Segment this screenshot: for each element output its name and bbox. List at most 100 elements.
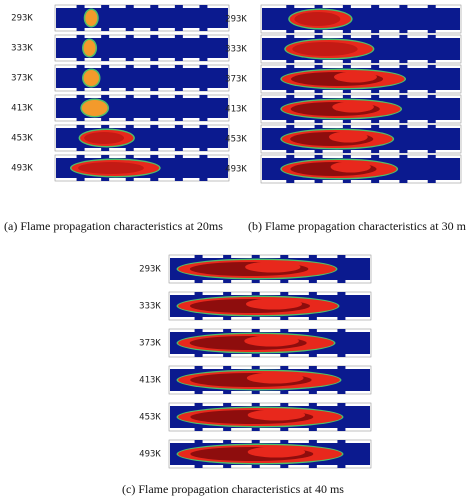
notch <box>286 30 295 33</box>
notch <box>286 180 295 183</box>
flame-core <box>247 409 306 421</box>
notch <box>337 280 346 283</box>
notch <box>427 90 436 93</box>
flame <box>83 70 99 86</box>
caption: (c) Flame propagation characteristics at… <box>122 482 344 496</box>
notch <box>286 120 295 123</box>
simulation-frame <box>260 64 462 94</box>
temperature-label: 293K <box>225 15 247 25</box>
notch <box>76 118 85 121</box>
notch <box>427 65 436 68</box>
notch <box>125 58 134 61</box>
simulation-frame <box>168 402 372 432</box>
notch <box>399 60 408 63</box>
notch <box>314 5 323 8</box>
flame-core <box>246 298 302 310</box>
notch <box>101 35 110 38</box>
notch <box>76 148 85 151</box>
notch <box>194 403 203 406</box>
notch <box>125 35 134 38</box>
notch <box>251 366 260 369</box>
notch <box>101 95 110 98</box>
notch <box>223 465 232 468</box>
notch <box>199 118 208 121</box>
notch <box>194 329 203 332</box>
flame-core <box>294 12 341 26</box>
notch <box>314 125 323 128</box>
temperature-label: 293K <box>139 265 161 275</box>
notch <box>150 118 159 121</box>
notch <box>314 180 323 183</box>
flame-core <box>247 446 306 458</box>
notch <box>286 35 295 38</box>
notch <box>76 5 85 8</box>
domain <box>56 68 228 88</box>
notch <box>371 120 380 123</box>
notch <box>251 354 260 357</box>
notch <box>399 90 408 93</box>
notch <box>280 403 289 406</box>
notch <box>314 95 323 98</box>
temperature-label: 453K <box>11 134 33 144</box>
notch <box>76 58 85 61</box>
notch <box>251 329 260 332</box>
notch <box>427 120 436 123</box>
notch <box>194 317 203 320</box>
caption: (a) Flame propagation characteristics at… <box>4 219 223 233</box>
notch <box>399 180 408 183</box>
simulation-frame <box>168 365 372 395</box>
simulation-frame <box>260 4 462 34</box>
notch <box>342 125 351 128</box>
notch <box>399 5 408 8</box>
temperature-label: 413K <box>225 105 247 115</box>
flame-core <box>84 132 125 144</box>
notch <box>342 35 351 38</box>
notch <box>174 65 183 68</box>
notch <box>101 65 110 68</box>
notch <box>101 155 110 158</box>
notch <box>251 391 260 394</box>
notch <box>280 292 289 295</box>
notch <box>150 125 159 128</box>
notch <box>223 255 232 258</box>
notch <box>280 280 289 283</box>
notch <box>427 180 436 183</box>
simulation-frame <box>54 34 230 62</box>
notch <box>194 292 203 295</box>
notch <box>371 95 380 98</box>
notch <box>194 465 203 468</box>
notch <box>427 150 436 153</box>
domain <box>56 8 228 28</box>
notch <box>337 255 346 258</box>
notch <box>194 354 203 357</box>
temperature-label: 453K <box>225 135 247 145</box>
flame-core <box>78 162 144 174</box>
notch <box>101 58 110 61</box>
temperature-label: 293K <box>11 14 33 24</box>
notch <box>399 35 408 38</box>
notch <box>314 65 323 68</box>
notch <box>199 178 208 181</box>
simulation-frame <box>260 124 462 154</box>
notch <box>101 118 110 121</box>
temperature-label: 493K <box>11 164 33 174</box>
notch <box>286 5 295 8</box>
notch <box>199 58 208 61</box>
notch <box>251 280 260 283</box>
notch <box>125 28 134 31</box>
simulation-frame <box>260 34 462 64</box>
notch <box>251 255 260 258</box>
notch <box>308 354 317 357</box>
temperature-label: 373K <box>139 339 161 349</box>
notch <box>174 118 183 121</box>
notch <box>76 65 85 68</box>
notch <box>150 155 159 158</box>
notch <box>337 440 346 443</box>
notch <box>194 440 203 443</box>
notch <box>76 125 85 128</box>
notch <box>371 180 380 183</box>
notch <box>174 125 183 128</box>
temperature-label: 373K <box>225 75 247 85</box>
notch <box>371 5 380 8</box>
temperature-label: 373K <box>11 74 33 84</box>
